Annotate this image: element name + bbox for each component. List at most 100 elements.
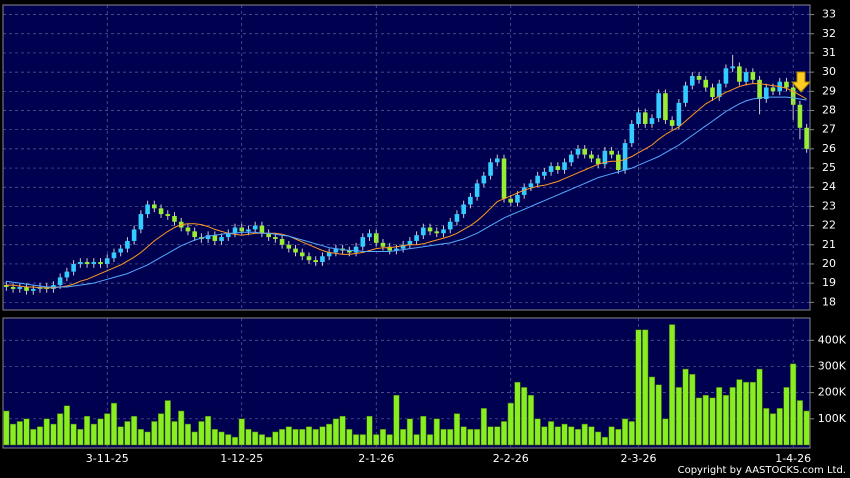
volume-bar bbox=[406, 418, 413, 446]
candle-body bbox=[347, 250, 352, 253]
candle-body bbox=[649, 118, 655, 124]
volume-bar bbox=[628, 421, 635, 446]
y-tick-label: 32 bbox=[822, 27, 836, 40]
x-tick-label: 2-3-26 bbox=[621, 452, 657, 465]
copyright: Copyright by AASTOCKS.com Ltd. bbox=[678, 465, 846, 476]
volume-bar bbox=[157, 413, 165, 446]
volume-bar bbox=[70, 423, 77, 446]
signal-arrow bbox=[790, 71, 812, 93]
volume-bar bbox=[231, 436, 239, 446]
y-tick-label: 26 bbox=[822, 142, 836, 155]
volume-bar bbox=[272, 431, 279, 446]
candle-body bbox=[656, 93, 661, 119]
candle-body bbox=[743, 72, 749, 82]
candle-body bbox=[797, 104, 803, 128]
candle-body bbox=[562, 162, 567, 170]
volume-panel bbox=[2, 317, 811, 449]
y-tick-label: 33 bbox=[822, 8, 836, 21]
y-tick-label: 100K bbox=[818, 412, 847, 425]
volume-bar bbox=[137, 429, 144, 446]
volume-bar bbox=[803, 410, 810, 446]
candle-body bbox=[152, 204, 157, 209]
candle-body bbox=[57, 277, 63, 286]
candle-body bbox=[306, 256, 312, 261]
candle-body bbox=[542, 171, 547, 176]
candle-body bbox=[663, 93, 668, 121]
candle-body bbox=[273, 237, 278, 240]
volume-bar bbox=[642, 329, 649, 446]
candle-body bbox=[225, 233, 231, 238]
volume-bar bbox=[238, 418, 245, 446]
candle-body bbox=[205, 235, 211, 240]
y-tick-label: 24 bbox=[822, 180, 836, 193]
candle-body bbox=[313, 260, 319, 263]
candle-body bbox=[501, 158, 507, 199]
volume-bar bbox=[50, 423, 57, 446]
volume-bar bbox=[413, 434, 420, 446]
volume-bar bbox=[117, 426, 124, 446]
volume-bar bbox=[198, 421, 205, 446]
volume-bar bbox=[279, 429, 286, 446]
volume-bar bbox=[90, 423, 97, 446]
volume-bar bbox=[319, 426, 326, 446]
candle-body bbox=[481, 175, 487, 184]
volume-bar bbox=[164, 400, 171, 446]
candle-body bbox=[521, 187, 527, 195]
volume-bar bbox=[191, 431, 198, 446]
y-tick-label: 19 bbox=[822, 276, 836, 289]
candle-body bbox=[373, 233, 379, 243]
volume-bar bbox=[373, 434, 380, 446]
candle-body bbox=[360, 237, 366, 247]
volume-bar bbox=[299, 429, 306, 446]
candle-body bbox=[400, 244, 406, 249]
volume-bar bbox=[460, 426, 467, 446]
volume-bar bbox=[474, 429, 481, 446]
candle-body bbox=[575, 148, 581, 155]
candle-body bbox=[602, 150, 608, 165]
volume-bar bbox=[568, 426, 575, 446]
volume-bar bbox=[400, 429, 407, 446]
candle-body bbox=[763, 87, 769, 99]
y-tick-label: 28 bbox=[822, 104, 836, 117]
candle-body bbox=[468, 196, 473, 205]
candle-body bbox=[454, 214, 460, 222]
volume-bar bbox=[30, 429, 37, 446]
volume-bar bbox=[554, 426, 561, 446]
volume-bar bbox=[453, 413, 460, 446]
volume-bar bbox=[332, 418, 339, 446]
candle-body bbox=[582, 148, 588, 155]
volume-bar bbox=[258, 434, 265, 446]
volume-bar bbox=[205, 415, 212, 446]
volume-bar bbox=[695, 397, 703, 446]
candle-body bbox=[414, 235, 419, 241]
volume-bar bbox=[97, 418, 104, 446]
y-tick-label: 200K bbox=[818, 386, 847, 399]
volume-bar bbox=[689, 374, 696, 446]
candle-body bbox=[474, 183, 480, 197]
candle-body bbox=[353, 246, 359, 253]
volume-bar bbox=[729, 387, 736, 446]
volume-bar bbox=[144, 431, 151, 446]
volume-bar bbox=[178, 410, 185, 446]
volume-bar bbox=[23, 418, 30, 446]
volume-bar bbox=[104, 413, 111, 446]
volume-bar bbox=[480, 408, 487, 446]
volume-bar bbox=[393, 394, 400, 446]
volume-bar bbox=[601, 436, 608, 446]
volume-bar bbox=[561, 423, 568, 446]
candle-body bbox=[158, 208, 164, 215]
volume-bar bbox=[124, 421, 131, 446]
candle-body bbox=[461, 204, 466, 215]
candle-body bbox=[447, 221, 453, 230]
candle-body bbox=[421, 227, 426, 236]
candle-body bbox=[299, 252, 305, 257]
candle-body bbox=[427, 227, 433, 232]
candle-body bbox=[770, 87, 776, 92]
candle-body bbox=[84, 262, 90, 264]
volume-bar bbox=[184, 423, 191, 446]
volume-bar bbox=[709, 397, 716, 446]
volume-bar bbox=[722, 394, 729, 446]
volume-bar bbox=[608, 426, 615, 446]
y-tick-label: 27 bbox=[822, 123, 836, 136]
